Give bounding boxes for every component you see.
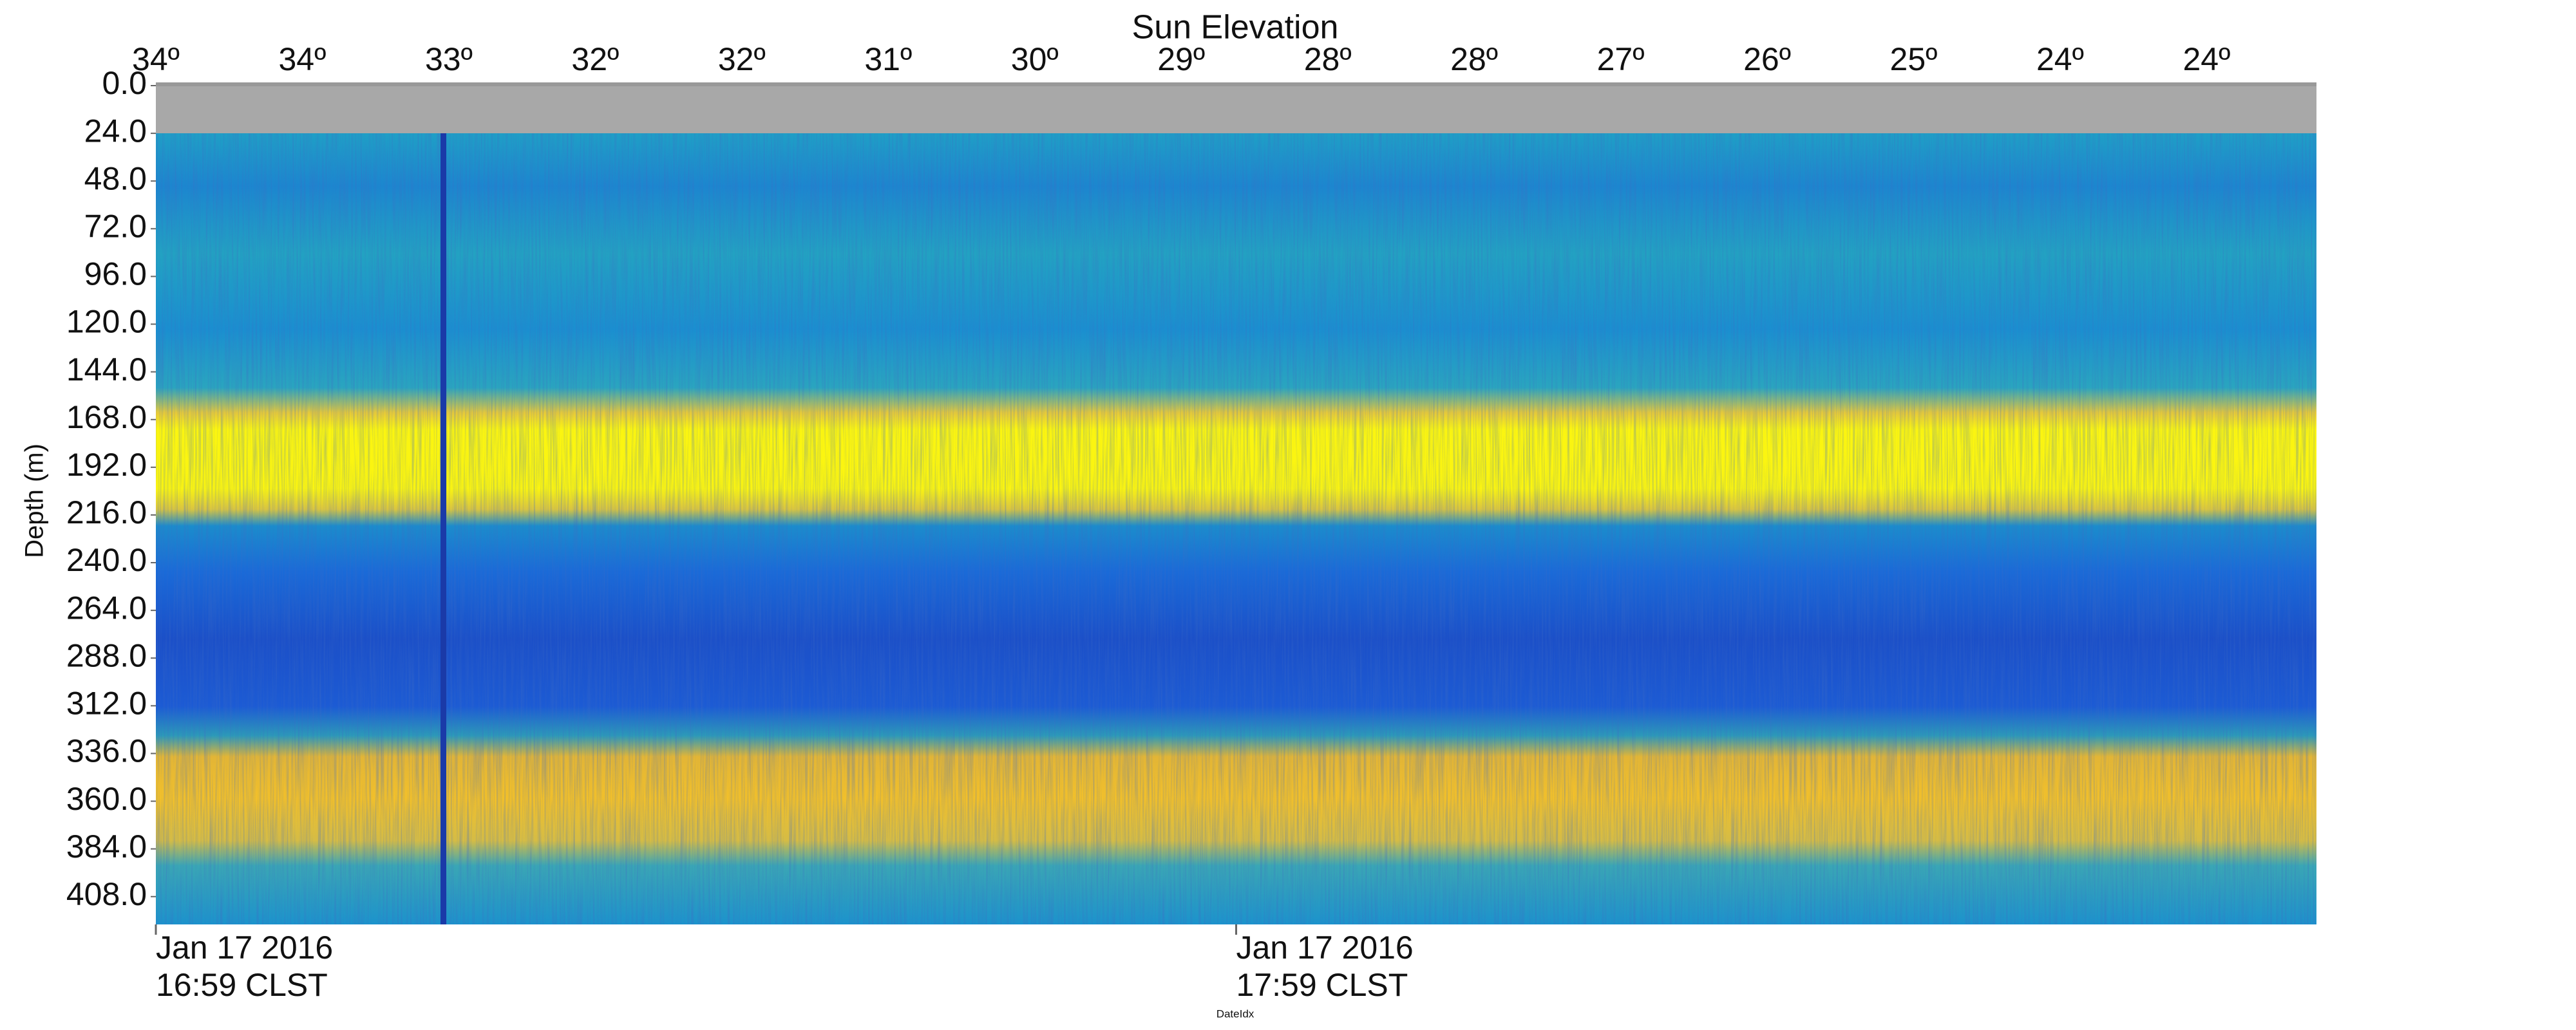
y-tick-label: 144.0 [66, 351, 147, 388]
y-tick-label: 288.0 [66, 637, 147, 673]
echogram [156, 82, 2316, 924]
x-tick-time: 16:59 CLST [156, 967, 328, 1003]
x-axis-label: DateIdx [1217, 1007, 1255, 1020]
top-tick-label: 34º [279, 41, 327, 77]
top-tick-label: 31º [864, 41, 912, 77]
y-tick-label: 408.0 [66, 876, 147, 912]
top-tick-label: 26º [1743, 41, 1791, 77]
x-tick-time: 17:59 CLST [1236, 967, 1408, 1003]
y-tick-label: 384.0 [66, 829, 147, 865]
top-tick-label: 32º [718, 41, 766, 77]
top-tick-label: 28º [1450, 41, 1498, 77]
top-tick-label: 30º [1011, 41, 1059, 77]
x-tick-date: Jan 17 2016 [1236, 930, 1414, 966]
top-tick-label: 33º [425, 41, 473, 77]
top-tick-label: 34º [132, 41, 180, 77]
echogram-texture [156, 133, 2316, 924]
top-tick-label: 27º [1597, 41, 1645, 77]
top-tick-label: 28º [1304, 41, 1352, 77]
y-tick-label: 120.0 [66, 304, 147, 340]
y-tick-label: 264.0 [66, 590, 147, 626]
y-tick-label: 24.0 [84, 113, 147, 149]
y-tick-label: 240.0 [66, 542, 147, 578]
y-tick-label: 96.0 [84, 256, 147, 292]
y-tick-label: 168.0 [66, 399, 147, 435]
y-tick-label: 48.0 [84, 160, 147, 196]
y-tick-label: 72.0 [84, 209, 147, 245]
y-tick-label: 312.0 [66, 686, 147, 722]
y-tick-label: 216.0 [66, 494, 147, 530]
x-tick-date: Jan 17 2016 [156, 930, 333, 966]
top-tick-label: 29º [1157, 41, 1205, 77]
top-tick-label: 32º [571, 41, 619, 77]
y-tick-label: 336.0 [66, 733, 147, 769]
top-tick-label: 25º [1890, 41, 1938, 77]
chart-title: Sun Elevation [1132, 9, 1339, 46]
y-tick-label: 0.0 [102, 65, 147, 101]
y-tick-label: 192.0 [66, 447, 147, 483]
y-tick-label: 360.0 [66, 781, 147, 817]
top-tick-label: 24º [2183, 41, 2230, 77]
top-tick-label: 24º [2036, 41, 2084, 77]
echogram-streak [440, 133, 446, 924]
y-axis-label: Depth (m) [21, 444, 49, 558]
